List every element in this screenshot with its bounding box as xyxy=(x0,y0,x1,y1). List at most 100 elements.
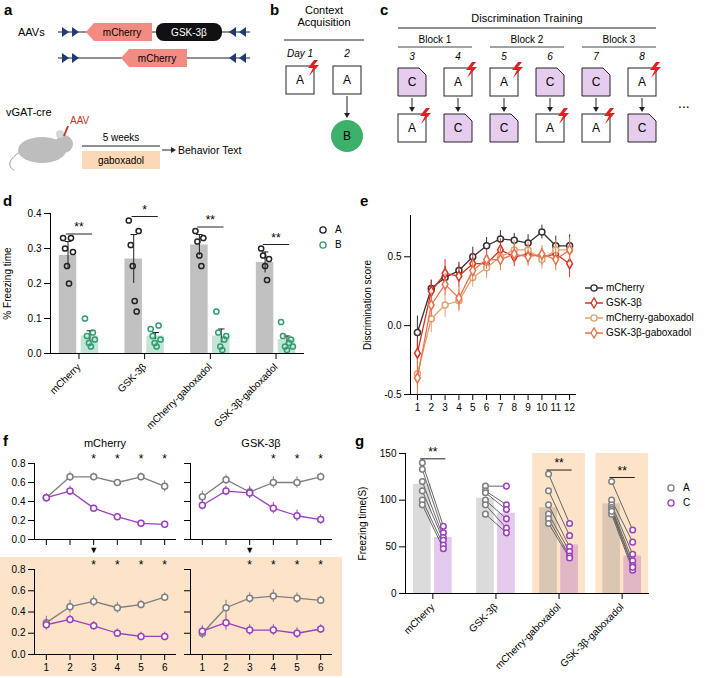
svg-text:4: 4 xyxy=(455,51,461,62)
svg-text:1: 1 xyxy=(44,662,50,673)
svg-text:6: 6 xyxy=(162,662,168,673)
svg-text:9: 9 xyxy=(525,402,531,413)
svg-text:A: A xyxy=(454,75,462,89)
svg-text:0.2: 0.2 xyxy=(12,515,26,526)
svg-text:*: * xyxy=(139,452,144,466)
svg-text:3: 3 xyxy=(91,662,97,673)
svg-text:...: ... xyxy=(678,95,690,111)
svg-text:gaboxadol: gaboxadol xyxy=(98,155,144,166)
svg-text:Day 1: Day 1 xyxy=(287,48,313,59)
svg-text:0.1: 0.1 xyxy=(28,313,42,324)
svg-text:*: * xyxy=(142,203,147,217)
svg-text:1: 1 xyxy=(415,402,421,413)
svg-text:C: C xyxy=(500,121,509,135)
svg-text:6: 6 xyxy=(547,51,553,62)
svg-text:*: * xyxy=(139,558,144,572)
svg-text:Acquisition: Acquisition xyxy=(297,16,350,28)
svg-text:GSK-3β-gaboxadol: GSK-3β-gaboxadol xyxy=(212,361,280,429)
svg-text:C: C xyxy=(592,75,601,89)
svg-text:*: * xyxy=(115,452,120,466)
svg-text:5: 5 xyxy=(501,51,507,62)
svg-text:A: A xyxy=(296,73,304,87)
svg-text:B: B xyxy=(343,129,351,143)
svg-text:**: ** xyxy=(74,220,84,234)
svg-text:0.3: 0.3 xyxy=(28,243,42,254)
svg-text:mCherry: mCherry xyxy=(103,27,141,38)
svg-text:0.8: 0.8 xyxy=(12,458,26,469)
svg-text:C: C xyxy=(546,75,555,89)
svg-text:0.4: 0.4 xyxy=(28,208,42,219)
svg-text:Freezing time(S): Freezing time(S) xyxy=(357,487,368,561)
svg-text:A: A xyxy=(408,121,416,135)
svg-text:0.4: 0.4 xyxy=(12,606,26,617)
svg-text:0.2: 0.2 xyxy=(28,278,42,289)
svg-text:0.6: 0.6 xyxy=(12,477,26,488)
svg-text:Block 1: Block 1 xyxy=(419,34,452,45)
svg-text:*: * xyxy=(318,558,323,572)
svg-text:▼: ▼ xyxy=(89,545,98,555)
svg-text:mCherry: mCherry xyxy=(402,601,437,636)
svg-text:AAVs: AAVs xyxy=(18,26,45,38)
svg-text:*: * xyxy=(91,452,96,466)
svg-text:2: 2 xyxy=(67,662,73,673)
svg-text:GSK-3β-gaboxadol: GSK-3β-gaboxadol xyxy=(558,601,626,669)
svg-text:7: 7 xyxy=(593,51,599,62)
svg-text:0.0: 0.0 xyxy=(388,320,402,331)
svg-text:*: * xyxy=(295,452,300,466)
svg-text:A: A xyxy=(343,73,351,87)
svg-text:b: b xyxy=(270,1,279,18)
svg-text:A: A xyxy=(500,75,508,89)
svg-text:5 weeks: 5 weeks xyxy=(103,132,140,143)
svg-text:2: 2 xyxy=(428,402,434,413)
svg-text:0.6: 0.6 xyxy=(12,585,26,596)
svg-text:-0.5: -0.5 xyxy=(384,389,402,400)
svg-text:▼: ▼ xyxy=(245,545,254,555)
svg-text:**: ** xyxy=(617,464,627,478)
svg-text:50: 50 xyxy=(385,541,397,552)
svg-text:0.5: 0.5 xyxy=(388,251,402,262)
svg-text:mCherry: mCherry xyxy=(138,53,176,64)
svg-text:c: c xyxy=(380,1,388,18)
svg-text:0.8: 0.8 xyxy=(12,564,26,575)
svg-text:mCherry: mCherry xyxy=(48,361,83,396)
svg-text:8: 8 xyxy=(511,402,517,413)
svg-text:10: 10 xyxy=(536,402,548,413)
svg-text:mCherry-gaboxadol: mCherry-gaboxadol xyxy=(493,601,563,671)
svg-text:8: 8 xyxy=(639,51,645,62)
svg-text:*: * xyxy=(318,452,323,466)
svg-text:C: C xyxy=(638,121,647,135)
svg-text:% Freezing time: % Freezing time xyxy=(2,247,13,320)
svg-text:150: 150 xyxy=(380,448,397,459)
svg-text:2: 2 xyxy=(223,662,229,673)
svg-text:Block 3: Block 3 xyxy=(603,34,636,45)
svg-text:GSK-3β: GSK-3β xyxy=(467,601,500,634)
svg-text:6: 6 xyxy=(484,402,490,413)
svg-text:100: 100 xyxy=(380,494,397,505)
svg-text:Block 2: Block 2 xyxy=(511,34,544,45)
svg-text:a: a xyxy=(4,1,13,18)
svg-text:*: * xyxy=(247,558,252,572)
svg-text:3: 3 xyxy=(247,662,253,673)
svg-text:C: C xyxy=(454,121,463,135)
svg-text:3: 3 xyxy=(442,402,448,413)
svg-text:AAV: AAV xyxy=(70,115,90,126)
svg-text:12: 12 xyxy=(564,402,576,413)
svg-text:*: * xyxy=(162,558,167,572)
svg-text:GSK-3β: GSK-3β xyxy=(115,361,148,394)
svg-text:*: * xyxy=(115,558,120,572)
svg-text:mCherry-gaboxadol: mCherry-gaboxadol xyxy=(144,361,214,431)
svg-text:GSK-3β: GSK-3β xyxy=(171,27,207,38)
svg-text:5: 5 xyxy=(470,402,476,413)
svg-text:**: ** xyxy=(206,213,216,227)
svg-text:*: * xyxy=(271,452,276,466)
svg-text:A: A xyxy=(592,121,600,135)
svg-text:Discrimination score: Discrimination score xyxy=(362,260,373,350)
svg-text:1: 1 xyxy=(200,662,206,673)
svg-text:4: 4 xyxy=(115,662,121,673)
svg-text:5: 5 xyxy=(138,662,144,673)
svg-text:*: * xyxy=(91,558,96,572)
svg-text:0.0: 0.0 xyxy=(28,348,42,359)
svg-text:*: * xyxy=(271,558,276,572)
svg-text:0: 0 xyxy=(391,588,397,599)
svg-text:0.4: 0.4 xyxy=(12,496,26,507)
